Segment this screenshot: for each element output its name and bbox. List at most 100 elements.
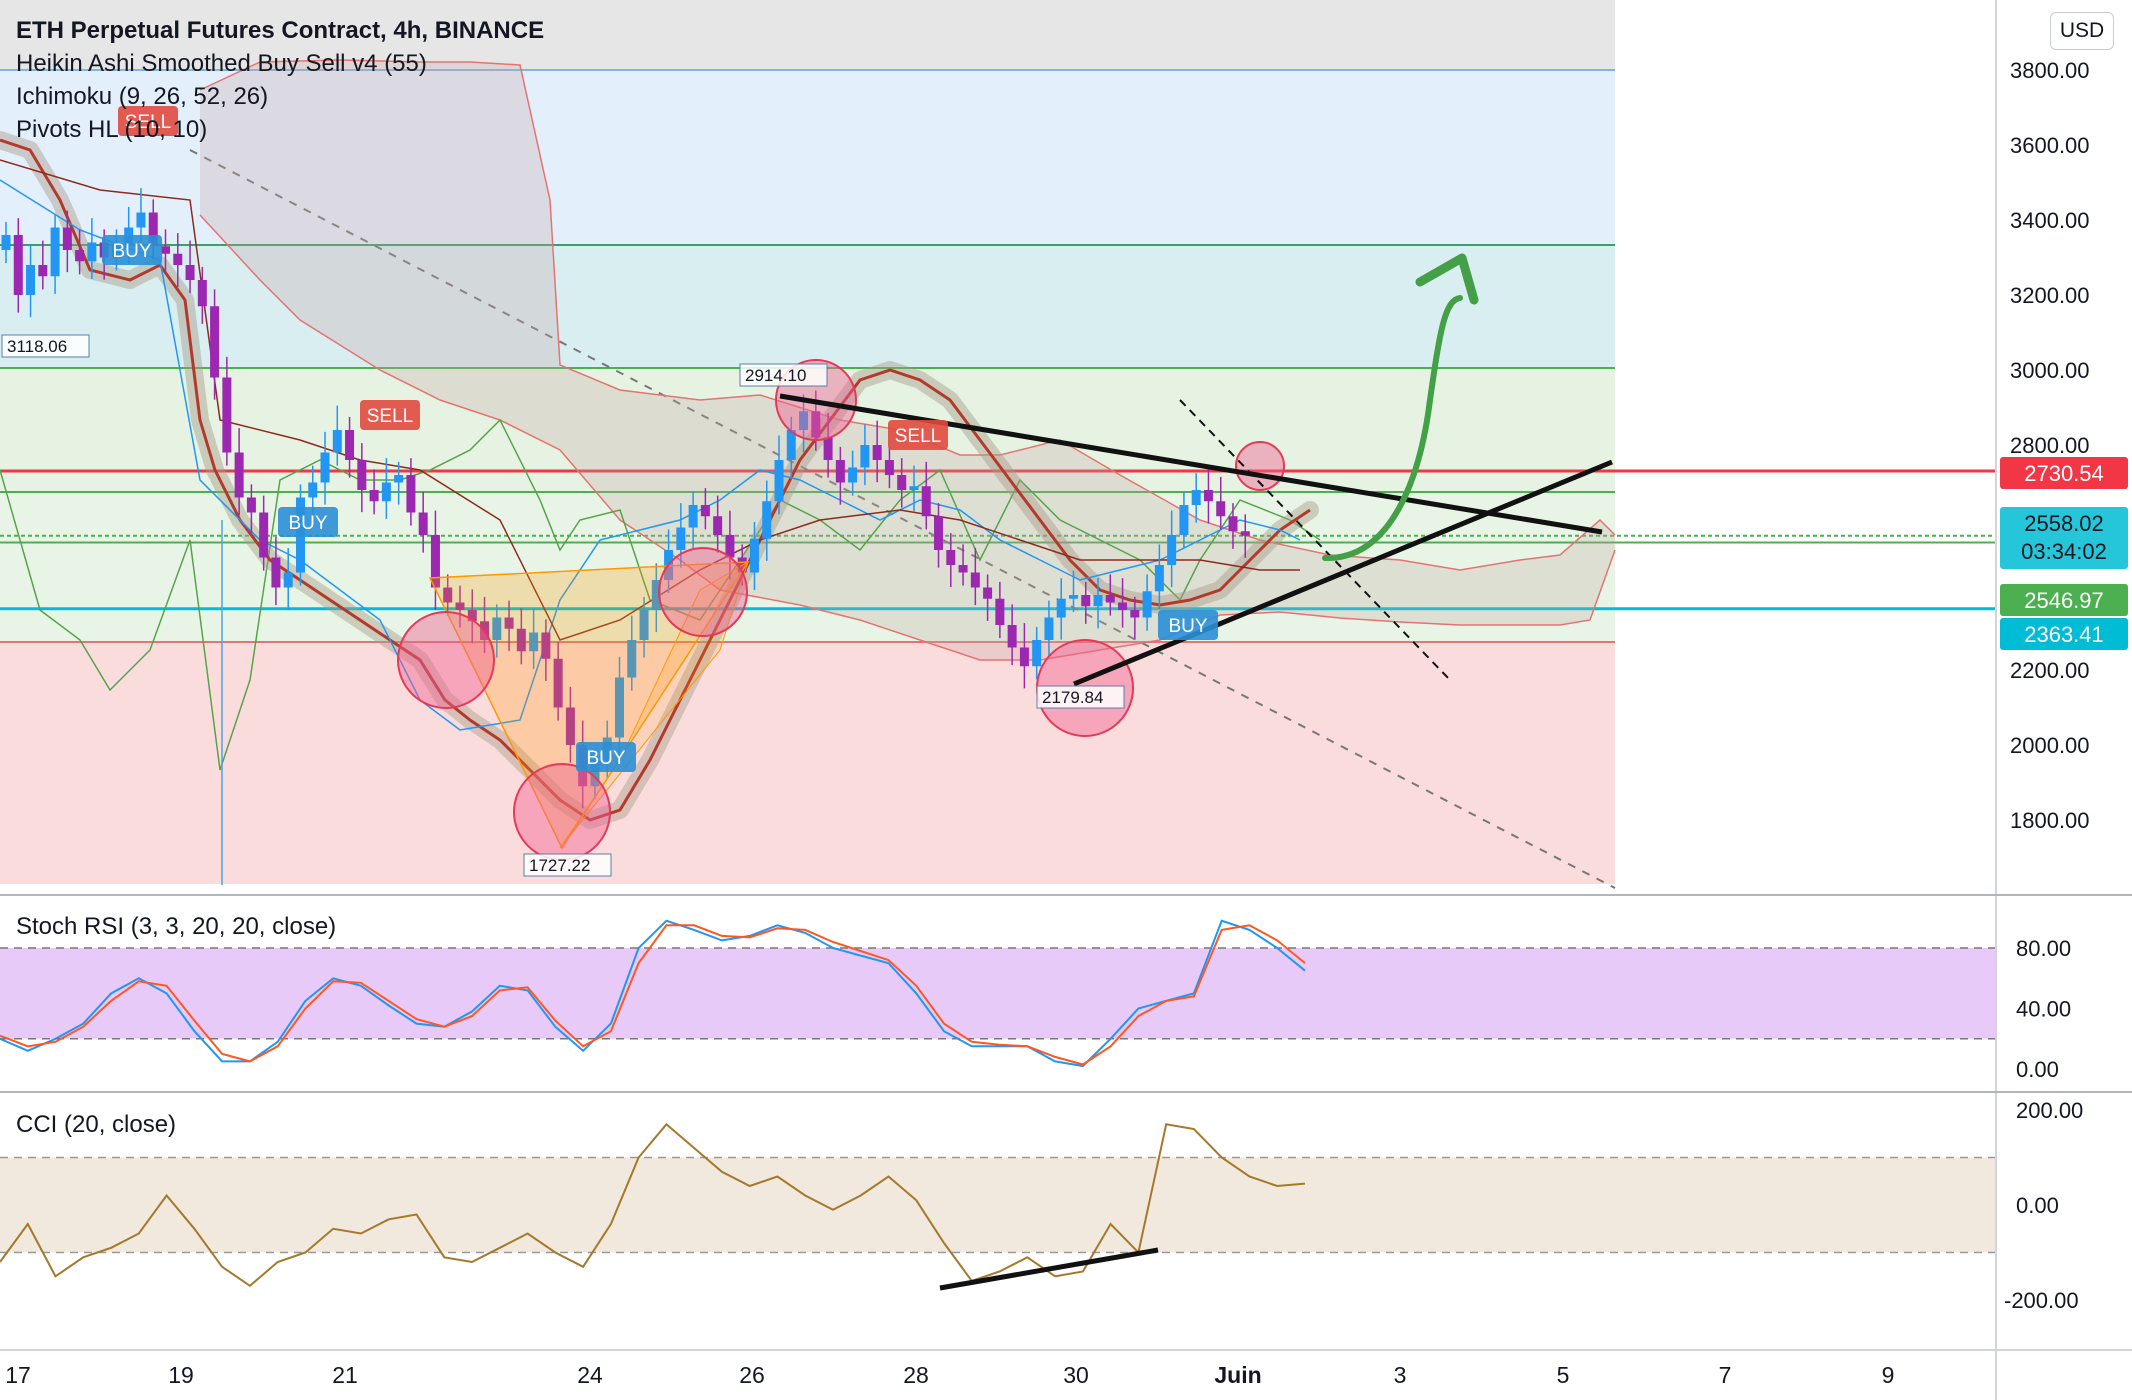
candle-body	[1142, 591, 1152, 618]
candle-body	[50, 227, 60, 277]
candle-body	[234, 452, 244, 498]
cci-band	[0, 1157, 1996, 1253]
candle-body	[467, 610, 477, 622]
candle-body	[1105, 595, 1115, 603]
cloud-area	[200, 60, 1615, 660]
candle-body	[516, 628, 526, 652]
candle-body	[983, 587, 993, 599]
candle-body	[553, 658, 563, 708]
candle-body	[970, 572, 980, 588]
short-dashed-line	[1179, 399, 1451, 681]
currency-button[interactable]: USD	[2050, 12, 2114, 50]
stoch-y-tick-label: 40.00	[2016, 997, 2071, 1022]
candle-body	[848, 467, 858, 483]
candle-body	[418, 512, 428, 535]
candle-body	[1240, 531, 1250, 536]
signal-buy-label: BUY	[288, 513, 327, 534]
x-tick-label: 17	[5, 1362, 31, 1388]
candle-body	[222, 377, 232, 453]
candle-body	[762, 501, 772, 539]
candle-body	[62, 227, 72, 250]
candle-body	[1081, 595, 1091, 607]
candle-body	[406, 475, 416, 513]
x-tick-label: 3	[1394, 1362, 1407, 1388]
pivot-label-box	[1, 334, 90, 358]
candle-body	[1228, 516, 1238, 532]
candle-body	[725, 535, 735, 558]
pivot-circle-1	[513, 763, 611, 861]
price-zone-4	[0, 492, 1615, 642]
y-tick-label: 2800.00	[2010, 433, 2090, 458]
candle-body	[651, 580, 661, 610]
x-tick-label: 5	[1557, 1362, 1570, 1388]
signal-sell-badge	[360, 400, 420, 430]
candle-body	[1130, 610, 1140, 618]
candle-body	[860, 445, 870, 468]
x-tick-label: 26	[739, 1362, 765, 1388]
x-tick-label: 30	[1063, 1362, 1089, 1388]
cci-y-tick-label: 200.00	[2016, 1098, 2083, 1123]
price-label-bg	[2000, 457, 2128, 489]
forecast-arrow	[1322, 295, 1463, 562]
candle-body	[1032, 640, 1042, 667]
candle-body	[430, 535, 440, 588]
cci-title: CCI (20, close)	[16, 1111, 177, 1138]
heikin-ashi-line	[0, 138, 1311, 822]
pivot-label: 2179.84	[1042, 688, 1103, 707]
candle-body	[688, 505, 698, 528]
cci-y-tick-label: 0.00	[2016, 1193, 2059, 1218]
signal-buy-label: BUY	[586, 748, 625, 769]
forecast-arrow-head	[1415, 253, 1479, 305]
y-tick-label: 3600.00	[2010, 133, 2090, 158]
candle-body	[590, 760, 600, 787]
price-zone-0	[0, 0, 1615, 70]
candle-body	[1203, 490, 1213, 502]
signal-sell-label: SELL	[895, 426, 941, 447]
candle-body	[1167, 535, 1177, 565]
pivot-label-box	[1036, 685, 1125, 709]
signal-sell-label: SELL	[367, 406, 413, 427]
candle-body	[786, 430, 796, 460]
y-tick-label: 1800.00	[2010, 808, 2090, 833]
candle-body	[357, 460, 367, 490]
x-tick-label: 9	[1882, 1362, 1895, 1388]
signal-buy-badge	[102, 235, 162, 265]
candle-body	[148, 212, 158, 247]
candle-body	[1, 235, 11, 250]
signal-buy-badge	[278, 507, 338, 537]
candle-body	[161, 246, 171, 254]
price-label-bg	[2000, 584, 2128, 616]
indicator-legend-ichimoku: Ichimoku (9, 26, 52, 26)	[16, 83, 269, 110]
candle-body	[627, 640, 637, 678]
signal-buy-badge	[1158, 610, 1218, 640]
price-label-text: 2558.02	[2024, 511, 2104, 536]
price-zone-1	[0, 70, 1615, 245]
candle-body	[934, 516, 944, 550]
candle-body	[75, 250, 85, 262]
candle-body	[799, 411, 809, 430]
candle-body	[38, 265, 48, 277]
pivot-circle-2	[658, 547, 748, 637]
candle-body	[136, 212, 146, 228]
candle-body	[1216, 501, 1226, 517]
candle-body	[995, 598, 1005, 625]
candle-body	[823, 437, 833, 460]
candle-body	[320, 452, 330, 483]
cci-y-tick-label: -200.00	[2004, 1288, 2079, 1313]
candle-body	[872, 445, 882, 460]
x-tick-label: 28	[903, 1362, 929, 1388]
signal-buy-label: BUY	[1168, 616, 1207, 637]
stoch-y-tick-label: 80.00	[2016, 936, 2071, 961]
stoch-y-tick-label: 0.00	[2016, 1057, 2059, 1082]
signal-sell-label: SELL	[125, 112, 171, 133]
candle-body	[921, 486, 931, 517]
kijun-line	[0, 159, 1300, 641]
y-tick-label: 2000.00	[2010, 733, 2090, 758]
candlesticks	[1, 188, 1250, 885]
main-pane-background	[0, 0, 1996, 889]
drawing-annotations: 3118.06 2914.10 1727.22 2179.84 SELL BUY SELL B…	[1, 106, 1613, 877]
candle-body	[271, 557, 281, 588]
candle-body	[1056, 598, 1066, 618]
y-tick-label: 3800.00	[2010, 58, 2090, 83]
